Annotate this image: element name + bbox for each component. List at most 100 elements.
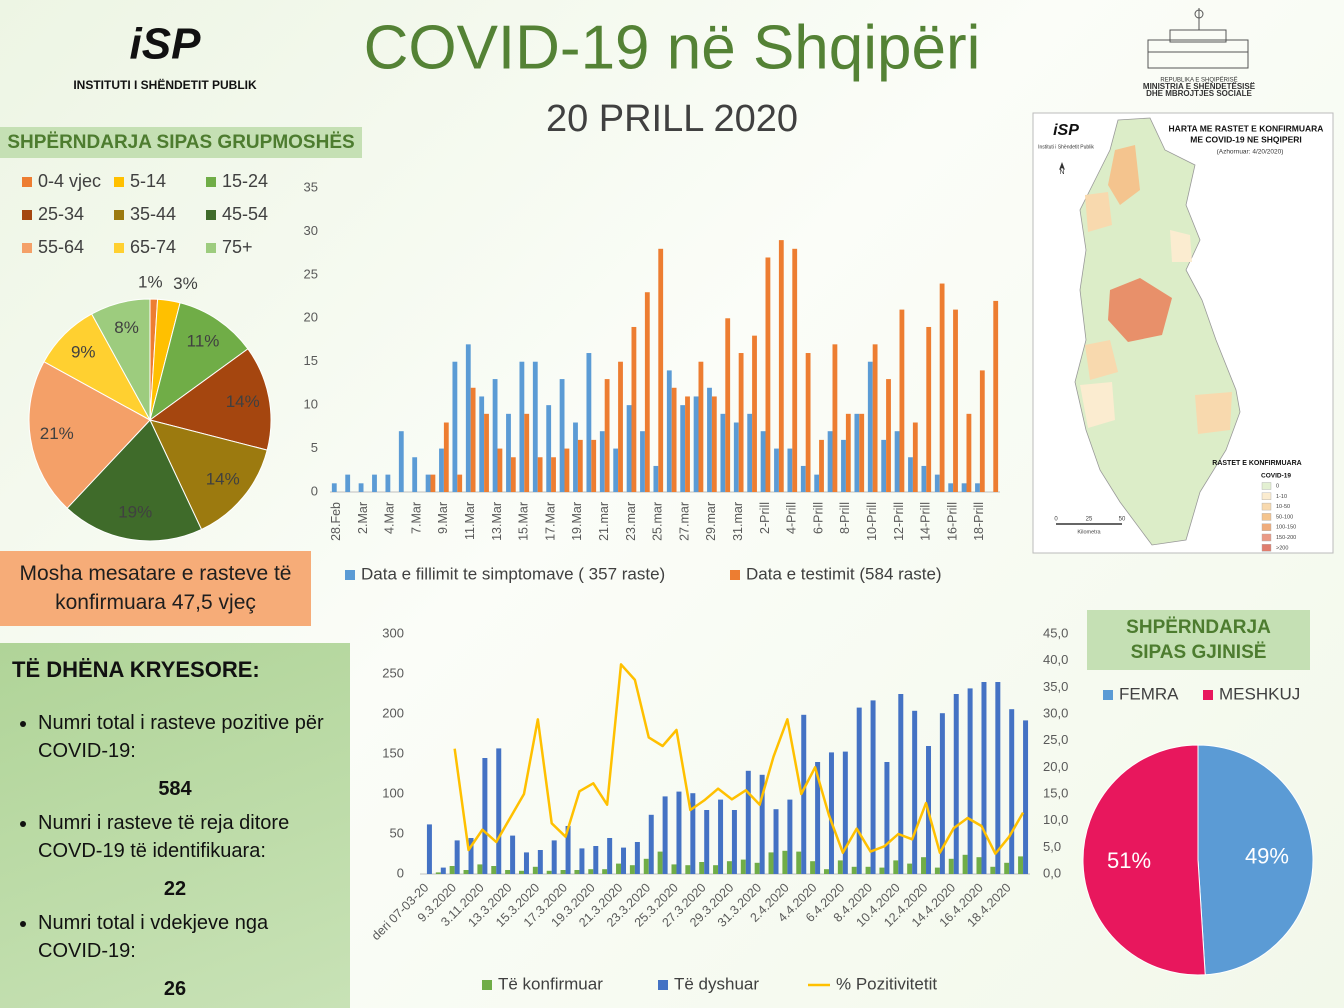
- legend-swatch: [206, 177, 216, 187]
- bar: [1004, 862, 1010, 874]
- legend-label: 65-74: [130, 237, 176, 257]
- y2-tick-label: 0,0: [1043, 865, 1061, 880]
- bar: [867, 361, 873, 492]
- bar: [657, 851, 663, 874]
- bar: [457, 474, 463, 492]
- bar: [671, 864, 677, 874]
- fact-value: 26: [163, 978, 187, 1000]
- bar: [496, 748, 502, 874]
- fact-item: Numri total i vdekjeve nga COVID-19: 26: [38, 909, 338, 1003]
- bar: [859, 413, 865, 492]
- map-legend-swatch: [1261, 544, 1272, 552]
- bar: [666, 370, 672, 492]
- bar: [837, 860, 843, 874]
- x-tick-label: 19.Mar: [570, 502, 584, 541]
- fact-item: Numri i rasteve të reja ditore COVD-19 t…: [38, 809, 338, 903]
- bar: [976, 857, 982, 874]
- bar: [787, 448, 793, 492]
- facts-list: Numri total i rasteve pozitive për COVID…: [12, 709, 338, 1003]
- bar: [510, 835, 516, 874]
- bar: [975, 483, 980, 492]
- x-tick-label: 14-Prill: [919, 502, 933, 541]
- ministry-emblem: [1147, 8, 1249, 69]
- bar: [479, 396, 485, 492]
- y-tick-label: 35: [304, 179, 318, 194]
- bar: [993, 300, 999, 492]
- bar: [990, 866, 996, 874]
- legend-label: MESHKUJ: [1219, 684, 1300, 703]
- bar: [805, 353, 811, 492]
- map-legend: 0 1-10 10-50 50-100 100-150 150-200 >200: [1261, 482, 1296, 552]
- bar: [948, 483, 954, 492]
- pie-slice: [148, 348, 272, 451]
- pie-label: 49%: [1245, 844, 1289, 869]
- bar: [881, 439, 887, 492]
- x-tick-label: 31.mar: [731, 502, 745, 541]
- fact-value: 22: [163, 878, 187, 900]
- x-tick-label: 9.Mar: [436, 502, 450, 534]
- bar: [759, 774, 765, 874]
- bar: [912, 422, 918, 492]
- bar: [774, 448, 779, 492]
- pie-label: 8%: [114, 318, 139, 337]
- bar: [765, 257, 771, 492]
- map-legend-label: 1-10: [1276, 494, 1287, 500]
- map-legend-swatch: [1261, 482, 1272, 490]
- bar: [921, 857, 927, 874]
- bar: [787, 799, 793, 874]
- bar: [398, 431, 404, 492]
- bar: [345, 474, 351, 492]
- legend-label: 35-44: [130, 204, 176, 224]
- bar: [506, 413, 511, 492]
- bar: [452, 361, 458, 492]
- bar: [593, 846, 599, 874]
- bar: [893, 860, 899, 874]
- map-logo: iSP: [1053, 122, 1079, 139]
- bar: [518, 870, 524, 874]
- bar: [872, 344, 878, 492]
- bar: [718, 799, 724, 874]
- fact-label: Numri total i rasteve pozitive për COVID…: [38, 712, 324, 762]
- map-region: [1170, 230, 1192, 262]
- ministry-line: MINISTRIA E SHËNDETËSISË: [1143, 82, 1256, 91]
- x-tick-label: 23.mar: [624, 502, 638, 541]
- bar: [430, 474, 436, 492]
- bar: [854, 413, 860, 492]
- bar: [907, 863, 913, 874]
- y-tick-label: 0: [397, 865, 404, 880]
- bar: [602, 869, 608, 874]
- bar: [579, 848, 585, 874]
- y-tick-label: 25: [304, 266, 318, 281]
- legend-label: Data e testimit (584 raste): [746, 564, 942, 583]
- bar: [713, 865, 719, 874]
- map-legend-swatch: [1261, 513, 1272, 521]
- bar: [658, 248, 664, 492]
- bar: [497, 448, 503, 492]
- bar: [621, 847, 627, 874]
- x-tick-label: 8-Prill: [838, 502, 852, 534]
- bar: [331, 483, 337, 492]
- bar: [573, 422, 578, 492]
- bar: [574, 870, 580, 874]
- bar: [435, 872, 441, 874]
- bar: [814, 474, 820, 492]
- legend-swatch: [1103, 690, 1113, 700]
- bar: [510, 457, 516, 492]
- legend-label: % Pozitivitetit: [836, 974, 937, 993]
- bar: [884, 762, 890, 874]
- bar: [671, 387, 677, 492]
- legend-label: 0-4 vjec: [38, 171, 101, 191]
- map-scale-unit: Kilometra: [1077, 529, 1101, 535]
- bar: [948, 858, 954, 874]
- x-tick-label: 29.mar: [704, 502, 718, 541]
- x-tick-label: 28.Feb: [329, 502, 343, 541]
- y-tick-label: 300: [382, 625, 404, 640]
- bar: [1018, 856, 1024, 874]
- bar: [443, 422, 449, 492]
- bar: [738, 353, 744, 492]
- y2-tick-label: 35,0: [1043, 679, 1068, 694]
- facts-title: TË DHËNA KRYESORE:: [12, 657, 260, 682]
- y-tick-label: 30: [304, 223, 318, 238]
- x-tick-label: 7.Mar: [409, 502, 423, 534]
- x-tick-label: 10-Prill: [865, 502, 879, 541]
